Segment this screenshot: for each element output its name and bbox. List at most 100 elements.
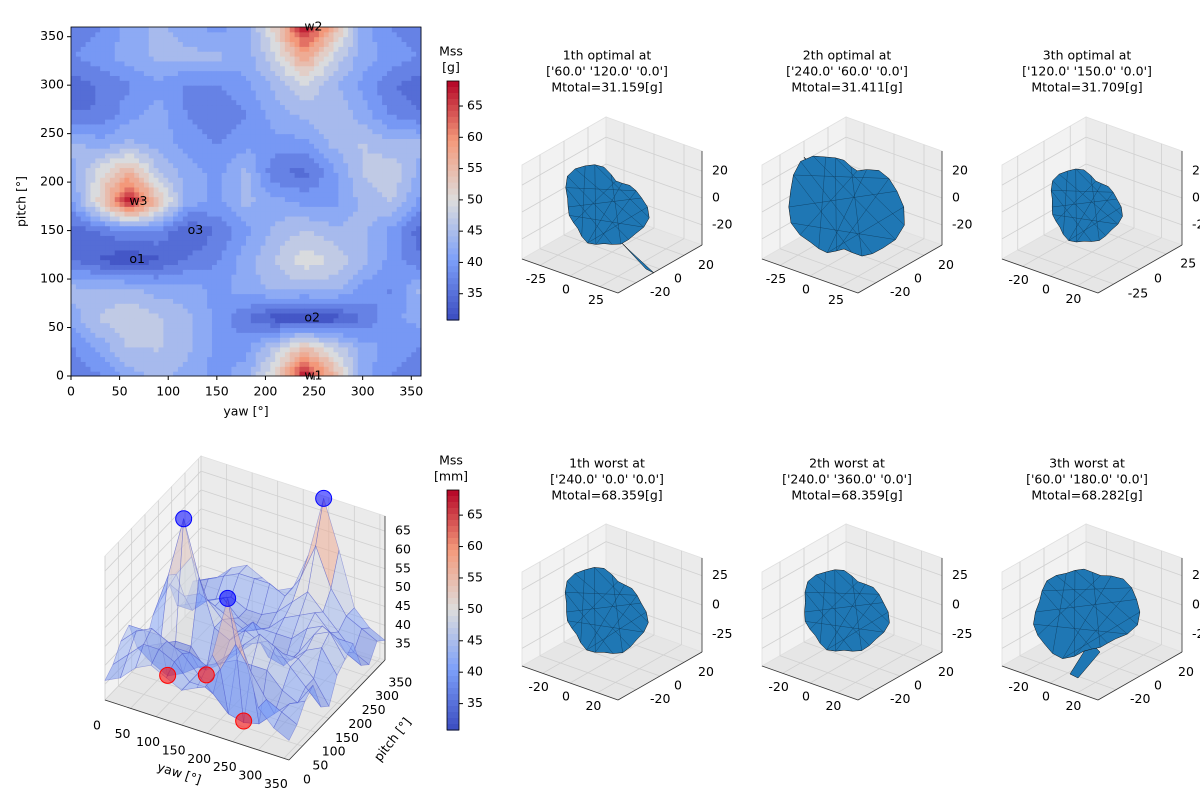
contour-cell <box>391 235 398 241</box>
contour-cell <box>382 119 388 125</box>
contour-cell <box>75 249 82 256</box>
contour-cell <box>246 182 252 188</box>
contour-cell <box>377 308 383 314</box>
contour-cell <box>411 206 417 212</box>
contour-cell <box>367 274 373 280</box>
contour-cell <box>328 308 334 314</box>
contour-cell <box>314 346 320 353</box>
contour-cell <box>275 182 281 188</box>
contour-cell <box>367 269 373 275</box>
contour-cell <box>280 172 286 178</box>
contour-cell <box>226 288 232 295</box>
contour-cell <box>318 70 325 76</box>
contour-cell <box>182 153 189 159</box>
contour-cell <box>182 342 189 348</box>
contour-cell <box>197 279 203 285</box>
contour-cell <box>105 342 111 348</box>
contour-cell <box>401 332 407 338</box>
contour-cell <box>391 274 398 280</box>
contour-cell <box>250 153 257 159</box>
contour-cell <box>119 177 125 183</box>
contour-cell <box>348 201 354 207</box>
contour-cell <box>372 157 378 164</box>
contour-cell <box>148 342 155 348</box>
contour-cell <box>100 182 106 188</box>
contour-cell <box>304 332 310 338</box>
contour-cell <box>182 85 189 91</box>
contour-cell <box>80 254 87 261</box>
contour-cell <box>124 206 130 212</box>
contour-cell <box>299 90 305 96</box>
contour-cell <box>95 138 101 144</box>
contour-cell <box>124 220 130 227</box>
contour-cell <box>280 109 286 115</box>
contour-cell <box>182 196 189 202</box>
contour-cell <box>401 269 407 275</box>
contour-cell <box>299 128 305 135</box>
contour-cell <box>187 245 194 251</box>
contour-cell <box>75 60 82 67</box>
contour-cell <box>119 182 125 188</box>
contour-cell <box>182 211 189 217</box>
contour-cell <box>250 31 257 38</box>
contour-cell <box>318 337 325 343</box>
contour-cell <box>105 254 111 261</box>
contour-cell <box>100 371 106 377</box>
contour-cell <box>250 196 257 202</box>
contour-cell <box>124 80 130 86</box>
contour-cell <box>289 157 296 164</box>
contour-cell <box>396 259 403 266</box>
contour-cell <box>299 201 305 207</box>
contour-cell <box>396 128 403 135</box>
contour-cell <box>314 298 320 304</box>
contour-cell <box>343 94 349 101</box>
contour-cell <box>314 264 320 270</box>
contour-cell <box>109 133 116 139</box>
contour-cell <box>192 90 198 96</box>
contour-cell <box>309 157 315 164</box>
contour-cell <box>207 157 213 164</box>
contour-cell <box>275 259 281 266</box>
contour-cell <box>124 283 130 290</box>
contour-cell <box>173 288 179 295</box>
contour-cell <box>338 346 344 353</box>
contour-cell <box>314 128 320 135</box>
contour-cell <box>207 143 213 149</box>
contour-cell <box>362 332 369 338</box>
contour-cell <box>246 186 252 193</box>
contour-cell <box>401 293 407 299</box>
contour-cell <box>207 36 213 43</box>
contour-cell <box>270 240 276 246</box>
contour-cell <box>168 109 174 115</box>
contour-cell <box>241 36 247 43</box>
contour-cell <box>114 298 121 304</box>
contour-cell <box>197 153 203 159</box>
contour-cell <box>260 70 266 76</box>
contour-cell <box>153 167 159 173</box>
contour-cell <box>139 60 145 67</box>
contour-cell <box>124 356 130 362</box>
contour-cell <box>284 366 291 372</box>
contour-cell <box>153 153 159 159</box>
contour-cell <box>197 337 203 343</box>
contour-cell <box>289 332 296 338</box>
contour-cell <box>396 104 403 110</box>
contour-cell <box>158 351 164 358</box>
contour-cell <box>255 254 262 261</box>
contour-cell <box>406 254 412 261</box>
contour-cell <box>294 70 300 76</box>
contour-cell <box>382 216 388 222</box>
contour-cell <box>207 254 213 261</box>
contour-cell <box>275 162 281 169</box>
contour-cell <box>265 206 271 212</box>
contour-cell <box>270 279 276 285</box>
contour-cell <box>294 196 300 202</box>
contour-cell <box>202 293 208 299</box>
contour-cell <box>299 143 305 149</box>
contour-cell <box>333 249 339 256</box>
contour-cell <box>314 196 320 202</box>
contour-cell <box>323 153 330 159</box>
contour-cell <box>362 128 369 135</box>
contour-cell <box>348 259 354 266</box>
contour-cell <box>250 332 257 338</box>
